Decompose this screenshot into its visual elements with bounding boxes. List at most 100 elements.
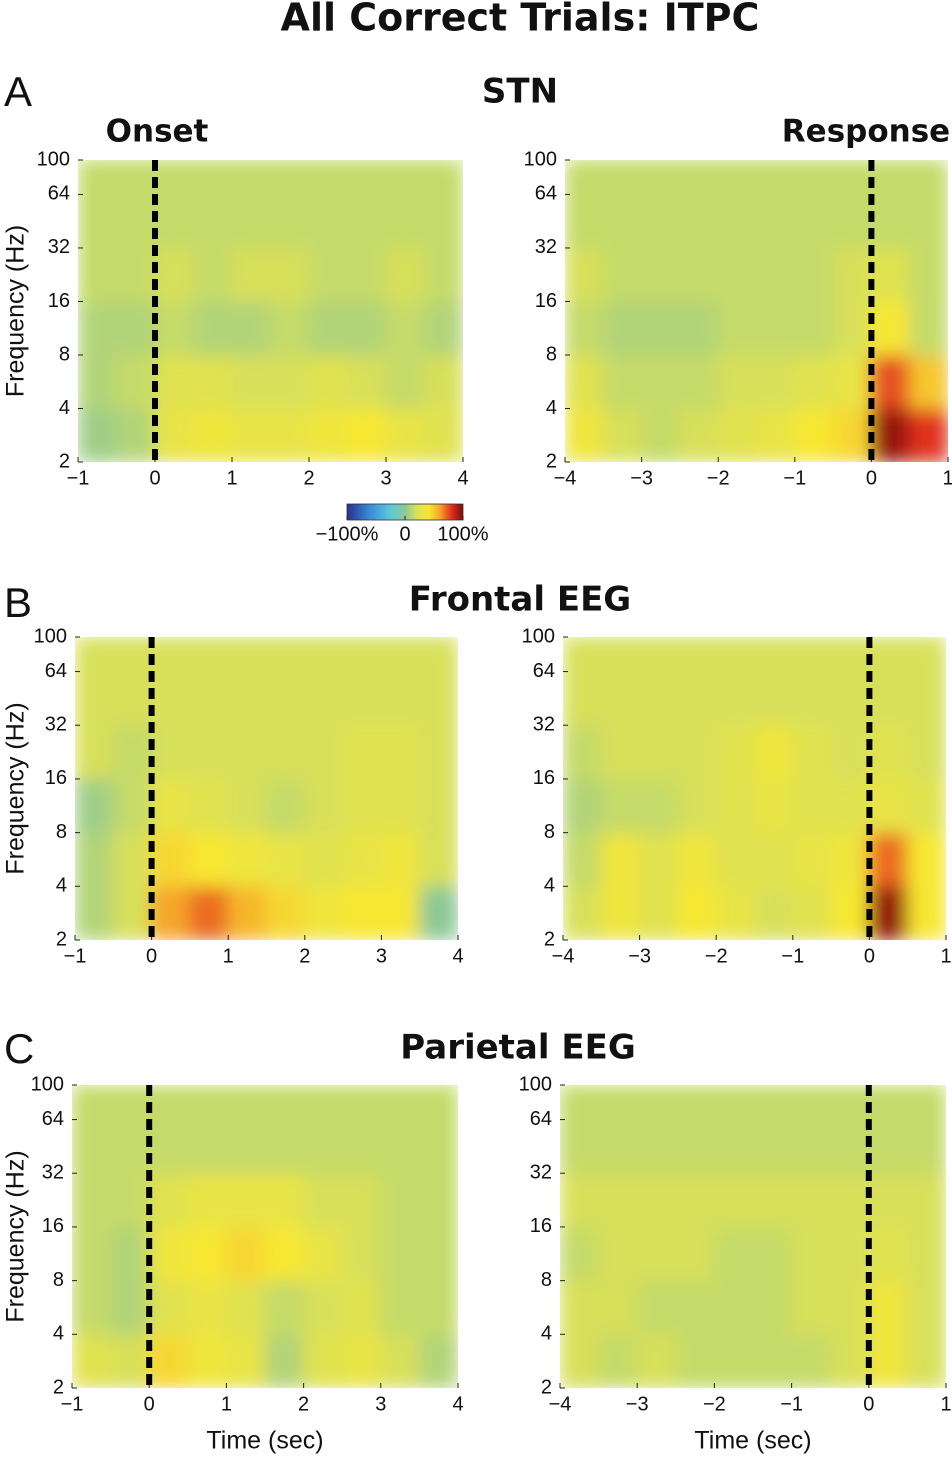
x-tick-label: −3 <box>628 945 651 967</box>
heatmap-cell <box>641 407 681 462</box>
heatmap-cell <box>600 637 641 673</box>
heatmap-cell <box>677 671 717 726</box>
heatmap-cell <box>75 832 114 887</box>
heatmap-cell <box>560 1333 600 1388</box>
heatmap-cell <box>639 832 679 887</box>
heatmap-cell <box>752 1172 793 1228</box>
heatmap-cell <box>641 300 681 356</box>
y-tick-label: 16 <box>533 767 555 789</box>
heatmap-cell <box>754 671 794 726</box>
heatmap-cell <box>756 193 796 249</box>
heatmap-cell <box>187 1119 227 1174</box>
heatmap-cell <box>304 885 344 940</box>
heatmap-cell <box>385 407 425 462</box>
heatmap-cell <box>341 1119 382 1174</box>
heatmap-cell <box>418 1085 458 1121</box>
y-tick-label: 2 <box>59 450 70 472</box>
y-tick-label: 16 <box>42 1215 64 1237</box>
heatmap-cell <box>565 407 604 462</box>
x-tick-label: −4 <box>554 467 577 489</box>
x-tick-label: −2 <box>707 467 730 489</box>
heatmap-cell <box>380 778 421 834</box>
heatmap-cell <box>870 193 911 249</box>
heatmap-cell <box>870 354 911 409</box>
heatmap-cell <box>189 832 229 887</box>
y-tick-label: 8 <box>56 821 67 843</box>
x-tick-label: 2 <box>298 1393 309 1415</box>
heatmap-cell <box>110 1333 150 1388</box>
x-tick-label: 3 <box>375 1393 386 1415</box>
heatmap-cell <box>639 637 679 673</box>
heatmap-cell <box>154 247 194 302</box>
heatmap-cell <box>193 354 233 409</box>
heatmap-cell <box>868 1333 908 1388</box>
heatmap-cell <box>563 885 602 940</box>
heatmap-cell <box>110 1119 150 1174</box>
heatmap-cell <box>148 1280 189 1335</box>
heatmap-cell <box>752 1333 793 1388</box>
heatmap-cell <box>679 354 719 409</box>
y-tick-label: 64 <box>45 660 67 682</box>
heatmap-cell <box>677 724 717 780</box>
heatmap-cell <box>602 193 643 249</box>
heatmap-cell <box>598 1280 638 1335</box>
heatmap-cell <box>78 354 117 409</box>
y-tick-label: 100 <box>37 148 70 170</box>
heatmap-cell <box>679 247 719 302</box>
heatmap-cell <box>909 160 948 195</box>
heatmap-cell <box>347 160 387 195</box>
heatmap-cell <box>116 160 156 195</box>
heatmap-cell <box>717 407 757 462</box>
heatmap-cell <box>110 1280 150 1335</box>
heatmap-cell <box>639 724 679 780</box>
heatmap-cell <box>148 1333 189 1388</box>
heatmap-cell <box>598 1172 638 1228</box>
heatmap-cell <box>380 1280 420 1335</box>
heatmap-cell <box>347 300 387 356</box>
heatmap-cell <box>713 1333 754 1388</box>
heatmap-cell <box>270 354 310 409</box>
heatmap-cell <box>187 1085 227 1121</box>
heatmap <box>75 637 458 940</box>
x-tick-label: 1 <box>223 945 234 967</box>
heatmap-cell <box>225 1226 266 1282</box>
x-tick-label: 3 <box>380 467 391 489</box>
y-tick-label: 4 <box>53 1323 64 1345</box>
y-tick-label: 100 <box>522 625 555 647</box>
heatmap-cell <box>75 885 114 940</box>
heatmap-cell <box>754 724 794 780</box>
heatmap-cell <box>225 1280 266 1335</box>
heatmap-cell <box>187 1226 227 1282</box>
x-tick-label: 2 <box>299 945 310 967</box>
heatmap-cell <box>78 160 117 195</box>
heatmap-cell <box>752 1280 793 1335</box>
heatmap-cell <box>677 832 717 887</box>
heatmap-cell <box>154 407 194 462</box>
heatmap-cell <box>189 724 229 780</box>
y-tick-label: 8 <box>53 1269 64 1291</box>
heatmap-cell <box>832 247 872 302</box>
heatmap-cell <box>227 778 267 834</box>
heatmap <box>560 1085 946 1388</box>
heatmap-cell <box>868 885 909 940</box>
y-tick-label: 4 <box>59 397 70 419</box>
panel-label: A <box>4 68 32 115</box>
colorbar-tick-label: −100% <box>316 523 379 545</box>
panel-label: B <box>4 579 32 626</box>
x-tick-label: 1 <box>226 467 237 489</box>
x-tick-label: 0 <box>149 467 160 489</box>
heatmap-cell <box>792 637 832 673</box>
heatmap-cell <box>418 1280 458 1335</box>
heatmap-cell <box>424 407 463 462</box>
heatmap-cell <box>225 1172 266 1228</box>
heatmap-cell <box>906 1085 946 1121</box>
heatmap-cell <box>560 1119 600 1174</box>
heatmap-cell <box>154 300 194 356</box>
heatmap-cells <box>560 1085 946 1388</box>
y-tick-label: 100 <box>34 625 67 647</box>
heatmap-cell <box>830 832 870 887</box>
heatmap-cell <box>116 354 156 409</box>
heatmap-cell <box>794 300 834 356</box>
heatmap-cell <box>227 671 267 726</box>
heatmap-cell <box>829 1333 870 1388</box>
